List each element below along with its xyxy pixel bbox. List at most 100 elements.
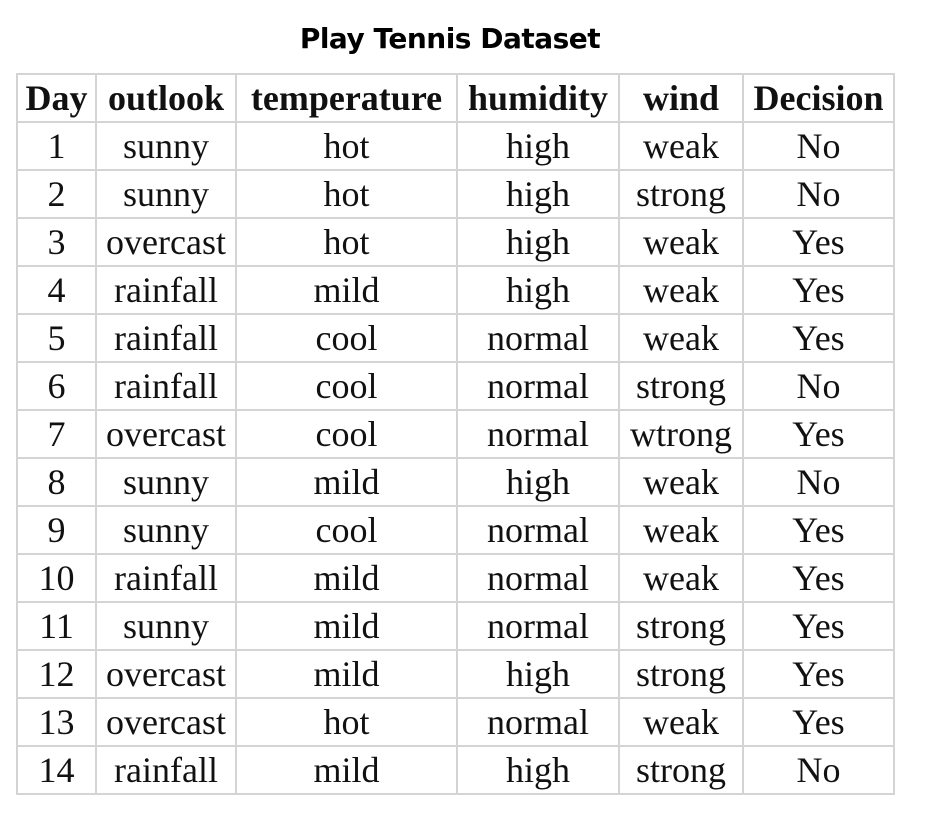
cell-outlook: rainfall xyxy=(95,745,237,795)
cell-wind: strong xyxy=(618,601,744,651)
column-header-humidity: humidity xyxy=(456,73,620,123)
table-row: 12 overcast mild high strong Yes xyxy=(16,649,895,699)
cell-day: 2 xyxy=(16,169,97,219)
cell-temperature: mild xyxy=(235,553,458,603)
cell-humidity: high xyxy=(456,169,620,219)
cell-decision: Yes xyxy=(742,505,895,555)
cell-wind: weak xyxy=(618,457,744,507)
cell-humidity: normal xyxy=(456,361,620,411)
cell-day: 14 xyxy=(16,745,97,795)
cell-day: 8 xyxy=(16,457,97,507)
cell-decision: No xyxy=(742,169,895,219)
column-header-outlook: outlook xyxy=(95,73,237,123)
cell-humidity: normal xyxy=(456,409,620,459)
cell-decision: Yes xyxy=(742,553,895,603)
cell-outlook: rainfall xyxy=(95,361,237,411)
cell-temperature: mild xyxy=(235,457,458,507)
cell-day: 1 xyxy=(16,121,97,171)
cell-humidity: normal xyxy=(456,553,620,603)
table-row: 1 sunny hot high weak No xyxy=(16,121,895,171)
cell-decision: Yes xyxy=(742,313,895,363)
cell-humidity: high xyxy=(456,745,620,795)
cell-wind: weak xyxy=(618,505,744,555)
cell-temperature: mild xyxy=(235,649,458,699)
table-row: 5 rainfall cool normal weak Yes xyxy=(16,313,895,363)
cell-decision: Yes xyxy=(742,697,895,747)
table-row: 13 overcast hot normal weak Yes xyxy=(16,697,895,747)
cell-wind: strong xyxy=(618,745,744,795)
cell-day: 13 xyxy=(16,697,97,747)
cell-temperature: cool xyxy=(235,505,458,555)
data-table: Day outlook temperature humidity wind De… xyxy=(16,73,895,795)
cell-humidity: high xyxy=(456,121,620,171)
cell-day: 4 xyxy=(16,265,97,315)
cell-temperature: cool xyxy=(235,409,458,459)
cell-decision: No xyxy=(742,121,895,171)
table-row: 10 rainfall mild normal weak Yes xyxy=(16,553,895,603)
cell-wind: weak xyxy=(618,313,744,363)
cell-decision: Yes xyxy=(742,409,895,459)
cell-humidity: normal xyxy=(456,505,620,555)
cell-temperature: mild xyxy=(235,745,458,795)
cell-wind: weak xyxy=(618,553,744,603)
cell-decision: Yes xyxy=(742,265,895,315)
cell-day: 7 xyxy=(16,409,97,459)
cell-decision: No xyxy=(742,457,895,507)
cell-outlook: sunny xyxy=(95,121,237,171)
table-row: 4 rainfall mild high weak Yes xyxy=(16,265,895,315)
cell-humidity: normal xyxy=(456,601,620,651)
cell-day: 12 xyxy=(16,649,97,699)
cell-humidity: high xyxy=(456,649,620,699)
column-header-wind: wind xyxy=(618,73,744,123)
cell-temperature: hot xyxy=(235,121,458,171)
cell-outlook: rainfall xyxy=(95,313,237,363)
cell-temperature: cool xyxy=(235,313,458,363)
cell-day: 6 xyxy=(16,361,97,411)
cell-humidity: high xyxy=(456,265,620,315)
cell-outlook: rainfall xyxy=(95,553,237,603)
cell-humidity: normal xyxy=(456,697,620,747)
cell-outlook: sunny xyxy=(95,505,237,555)
cell-outlook: sunny xyxy=(95,601,237,651)
table-row: 8 sunny mild high weak No xyxy=(16,457,895,507)
table-row: 11 sunny mild normal strong Yes xyxy=(16,601,895,651)
cell-temperature: mild xyxy=(235,265,458,315)
cell-outlook: overcast xyxy=(95,409,237,459)
cell-outlook: overcast xyxy=(95,697,237,747)
cell-day: 5 xyxy=(16,313,97,363)
page-title: Play Tennis Dataset xyxy=(299,22,601,55)
table-row: 14 rainfall mild high strong No xyxy=(16,745,895,795)
table-body: 1 sunny hot high weak No 2 sunny hot high strong No… xyxy=(16,121,895,795)
cell-temperature: mild xyxy=(235,601,458,651)
cell-day: 9 xyxy=(16,505,97,555)
column-header-temperature: temperature xyxy=(235,73,458,123)
cell-temperature: hot xyxy=(235,217,458,267)
table-row: 6 rainfall cool normal strong No xyxy=(16,361,895,411)
cell-decision: Yes xyxy=(742,649,895,699)
cell-wind: strong xyxy=(618,169,744,219)
cell-outlook: sunny xyxy=(95,457,237,507)
column-header-decision: Decision xyxy=(742,73,895,123)
cell-decision: No xyxy=(742,361,895,411)
column-header-day: Day xyxy=(16,73,97,123)
cell-wind: wtrong xyxy=(618,409,744,459)
cell-day: 3 xyxy=(16,217,97,267)
cell-temperature: cool xyxy=(235,361,458,411)
cell-day: 11 xyxy=(16,601,97,651)
cell-wind: strong xyxy=(618,361,744,411)
table-row: 3 overcast hot high weak Yes xyxy=(16,217,895,267)
cell-temperature: hot xyxy=(235,697,458,747)
cell-outlook: overcast xyxy=(95,649,237,699)
cell-humidity: normal xyxy=(456,313,620,363)
cell-outlook: rainfall xyxy=(95,265,237,315)
cell-wind: weak xyxy=(618,265,744,315)
cell-wind: strong xyxy=(618,649,744,699)
cell-outlook: overcast xyxy=(95,217,237,267)
cell-decision: No xyxy=(742,745,895,795)
cell-humidity: high xyxy=(456,217,620,267)
cell-decision: Yes xyxy=(742,601,895,651)
cell-outlook: sunny xyxy=(95,169,237,219)
table-row: 9 sunny cool normal weak Yes xyxy=(16,505,895,555)
table-row: 7 overcast cool normal wtrong Yes xyxy=(16,409,895,459)
table-row: 2 sunny hot high strong No xyxy=(16,169,895,219)
